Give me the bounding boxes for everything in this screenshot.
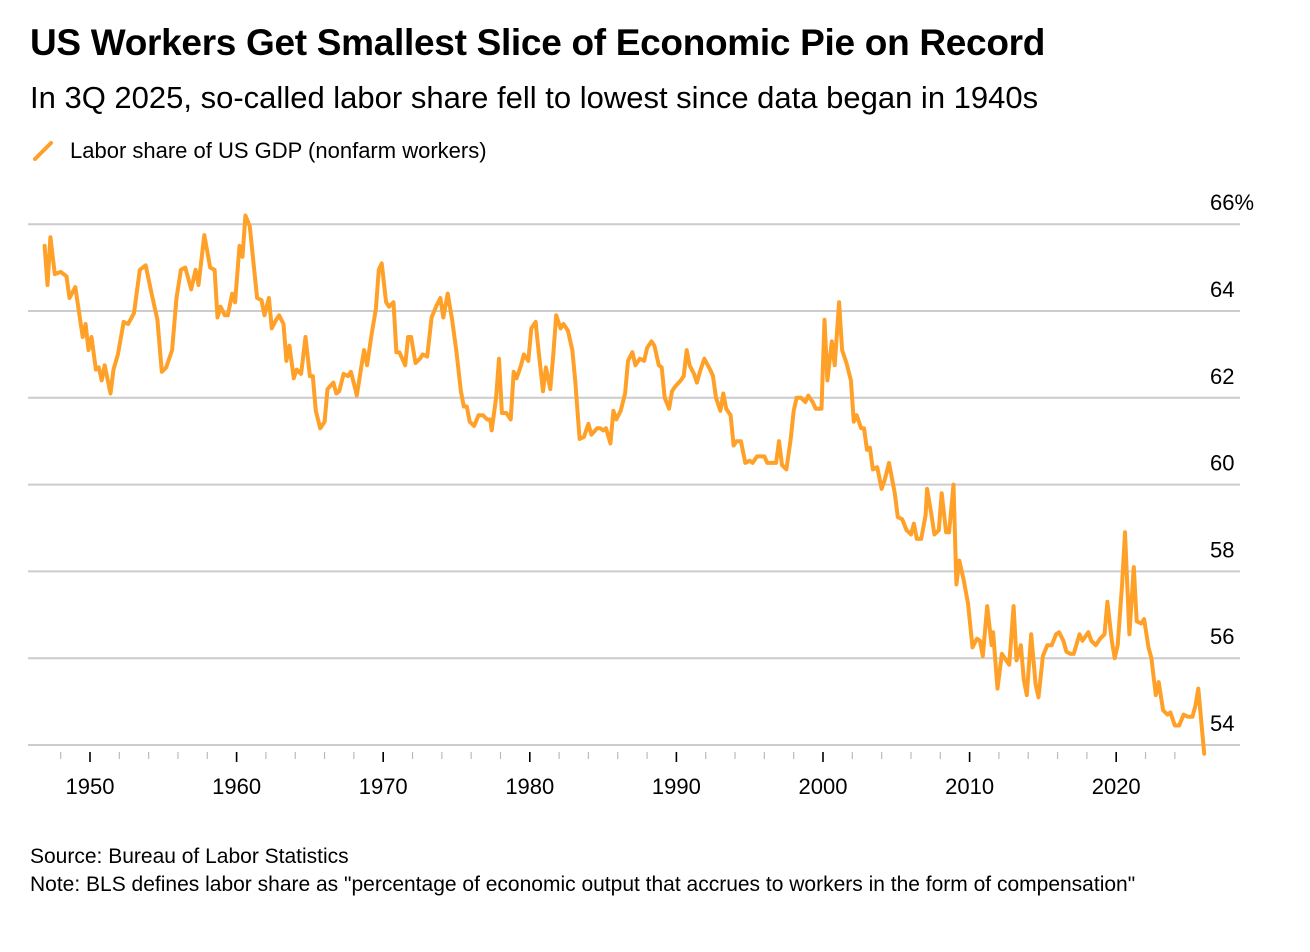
chart-subtitle: In 3Q 2025, so-called labor share fell t… — [30, 80, 1039, 115]
y-tick-label: 66% — [1210, 190, 1254, 215]
legend: Labor share of US GDP (nonfarm workers) — [30, 138, 487, 164]
y-tick-label: 64 — [1210, 277, 1234, 302]
x-tick-label: 1960 — [212, 774, 261, 799]
legend-line-icon — [33, 141, 53, 161]
x-tick-label: 1970 — [359, 774, 408, 799]
x-tick-label: 2010 — [945, 774, 994, 799]
y-tick-label: 54 — [1210, 711, 1234, 736]
y-tick-label: 62 — [1210, 364, 1234, 389]
y-tick-label: 58 — [1210, 537, 1234, 562]
x-tick-label: 1980 — [505, 774, 554, 799]
labor-share-line — [42, 213, 1207, 756]
x-tick-label: 1950 — [66, 774, 115, 799]
chart-title: US Workers Get Smallest Slice of Economi… — [30, 22, 1046, 63]
source-note: Source: Bureau of Labor Statistics — [30, 845, 349, 868]
y-tick-label: 56 — [1210, 624, 1234, 649]
x-tick-label: 2000 — [799, 774, 848, 799]
y-tick-label: 60 — [1210, 451, 1234, 476]
legend-label: Labor share of US GDP (nonfarm workers) — [70, 138, 487, 163]
x-tick-label: 2020 — [1092, 774, 1141, 799]
footnote: Note: BLS defines labor share as "percen… — [30, 873, 1136, 896]
x-tick-label: 1990 — [652, 774, 701, 799]
